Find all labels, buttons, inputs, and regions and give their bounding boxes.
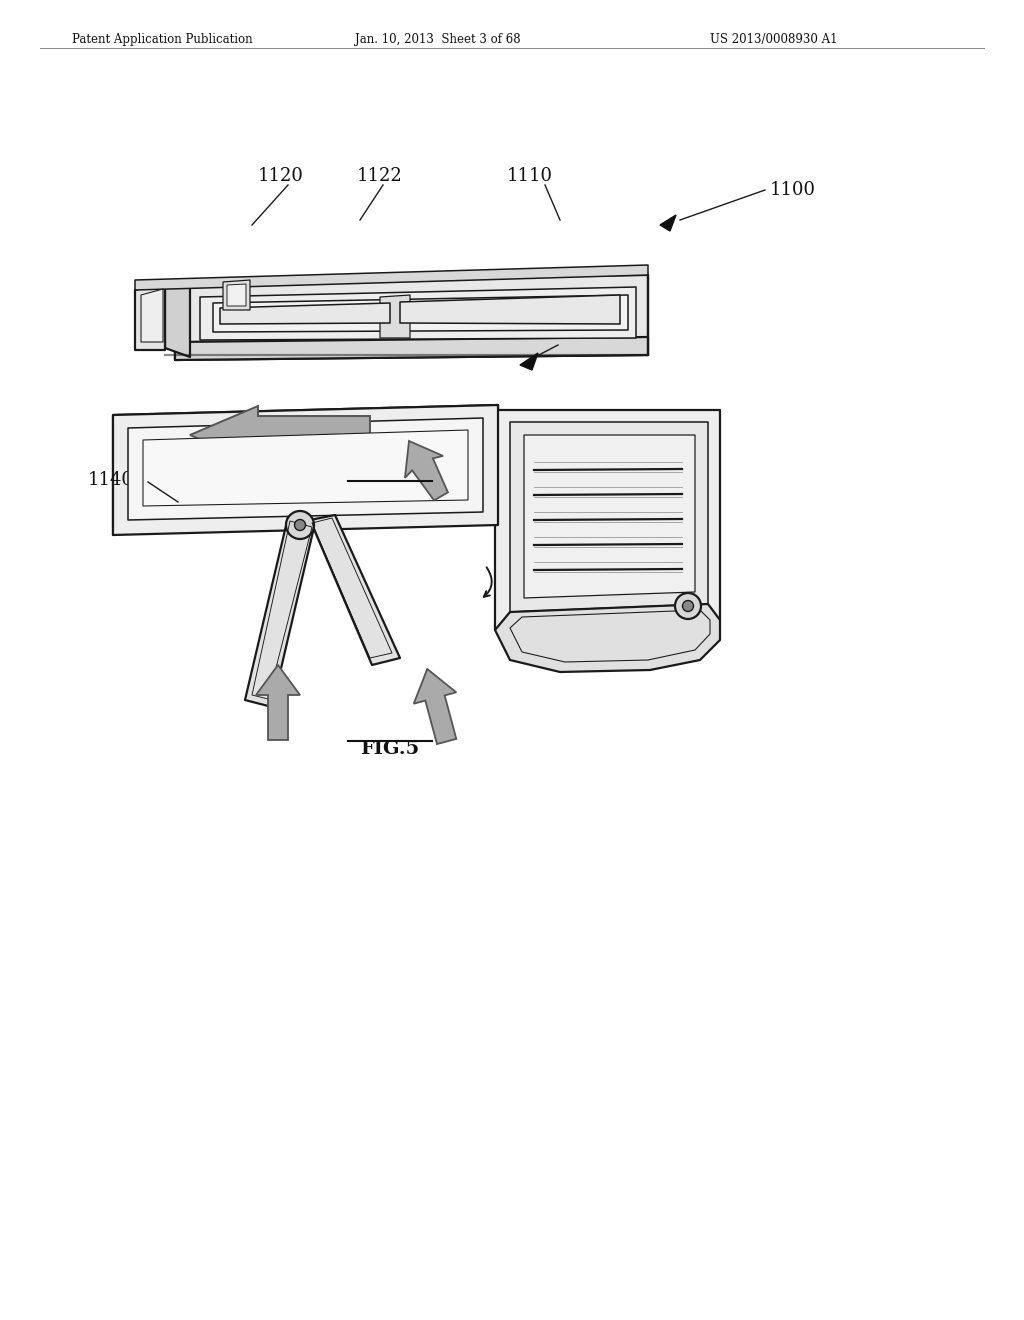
Polygon shape [227, 284, 246, 306]
Text: FIG.5: FIG.5 [360, 741, 420, 758]
Circle shape [683, 601, 693, 611]
Text: 1100: 1100 [770, 181, 816, 199]
Polygon shape [524, 436, 695, 598]
Text: 1122: 1122 [357, 168, 402, 185]
Polygon shape [141, 289, 163, 342]
Polygon shape [223, 280, 250, 310]
Polygon shape [143, 430, 468, 506]
Polygon shape [245, 517, 315, 708]
Polygon shape [256, 665, 300, 741]
Polygon shape [220, 304, 390, 323]
Polygon shape [660, 215, 676, 231]
Polygon shape [510, 422, 708, 612]
Polygon shape [380, 294, 410, 338]
Polygon shape [135, 282, 165, 350]
Polygon shape [310, 515, 400, 665]
Text: 1120: 1120 [258, 168, 304, 185]
Polygon shape [200, 286, 636, 341]
Text: Jan. 10, 2013  Sheet 3 of 68: Jan. 10, 2013 Sheet 3 of 68 [355, 33, 520, 46]
Circle shape [675, 593, 701, 619]
Polygon shape [128, 418, 483, 520]
Polygon shape [175, 337, 648, 360]
Polygon shape [495, 605, 720, 672]
Text: 1140: 1140 [88, 471, 134, 488]
Polygon shape [404, 441, 447, 500]
Polygon shape [400, 294, 620, 323]
Polygon shape [190, 407, 370, 465]
Polygon shape [175, 275, 648, 360]
Polygon shape [414, 669, 457, 744]
Circle shape [295, 520, 305, 531]
Circle shape [286, 511, 314, 539]
Polygon shape [520, 352, 538, 370]
Text: US 2013/0008930 A1: US 2013/0008930 A1 [710, 33, 838, 46]
Polygon shape [213, 294, 628, 333]
Text: FIG.4: FIG.4 [360, 480, 420, 498]
Polygon shape [113, 405, 498, 535]
Text: 1110: 1110 [507, 168, 553, 185]
Polygon shape [165, 280, 190, 356]
Polygon shape [495, 411, 720, 630]
Polygon shape [113, 405, 498, 535]
Polygon shape [135, 265, 648, 290]
Text: Patent Application Publication: Patent Application Publication [72, 33, 253, 46]
Text: 1100: 1100 [563, 327, 609, 345]
